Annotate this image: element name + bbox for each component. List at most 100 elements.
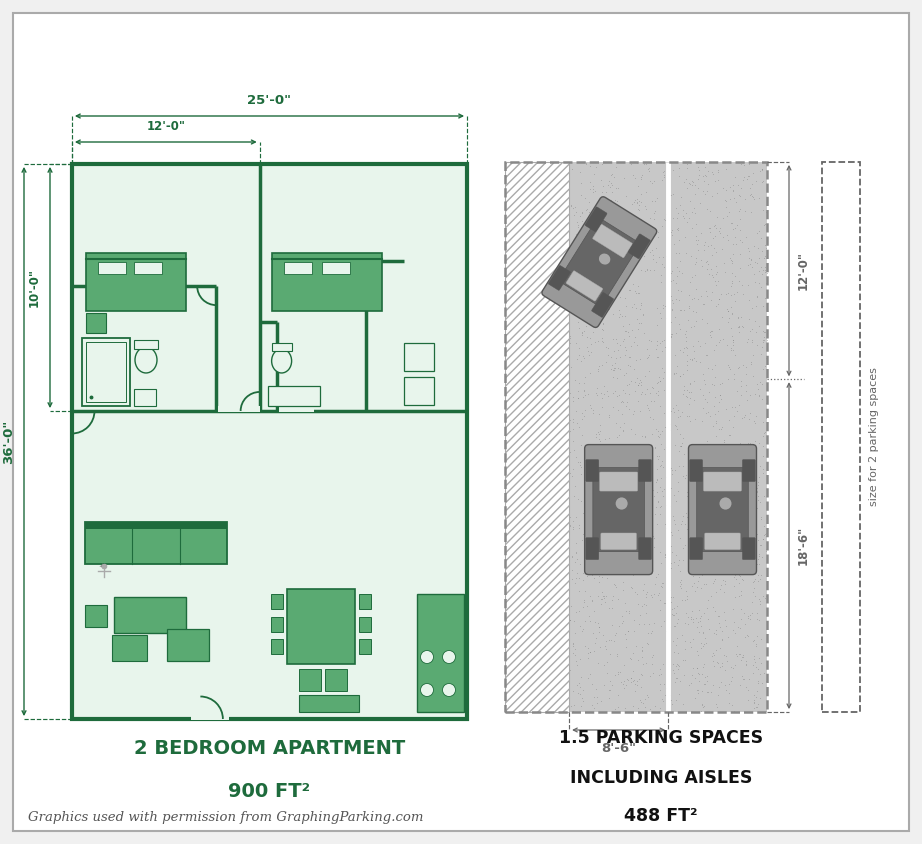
Point [676, 468, 691, 482]
Point [504, 427, 519, 441]
Point [535, 555, 550, 568]
Point [741, 673, 756, 686]
Point [600, 389, 615, 403]
Point [683, 464, 698, 478]
Point [650, 472, 665, 485]
Point [617, 333, 632, 346]
Point [696, 577, 711, 591]
Point [697, 486, 712, 500]
Point [747, 446, 762, 459]
Point [541, 624, 556, 637]
Point [738, 204, 752, 218]
Bar [272, 343, 291, 351]
Point [540, 398, 555, 411]
Point [572, 420, 586, 434]
Point [701, 440, 715, 453]
Point [710, 553, 725, 566]
Point [723, 466, 738, 479]
Point [665, 265, 680, 279]
Point [600, 476, 615, 490]
Bar [417, 594, 464, 712]
Point [590, 381, 605, 395]
Point [695, 312, 710, 326]
Point [752, 668, 767, 681]
Point [757, 360, 772, 373]
Point [532, 468, 547, 482]
Point [510, 488, 525, 501]
Point [705, 678, 720, 691]
Point [534, 328, 549, 342]
Point [603, 176, 618, 190]
Point [726, 237, 740, 251]
Point [750, 501, 764, 515]
Point [616, 678, 631, 691]
Point [539, 371, 554, 385]
Point [619, 604, 633, 618]
Point [667, 667, 681, 680]
Point [502, 288, 517, 301]
FancyBboxPatch shape [639, 538, 652, 560]
Point [644, 380, 659, 393]
Point [570, 552, 585, 565]
Point [756, 325, 771, 338]
Point [706, 167, 721, 181]
Point [751, 241, 765, 255]
Point [736, 650, 751, 663]
Point [731, 311, 746, 324]
Point [662, 647, 677, 660]
Point [709, 429, 724, 442]
Point [587, 571, 602, 585]
Point [506, 436, 521, 449]
Point [537, 409, 551, 423]
Point [576, 349, 591, 363]
Point [680, 390, 694, 403]
Point [532, 279, 547, 292]
Point [649, 475, 664, 489]
Bar [404, 343, 433, 371]
Bar [267, 386, 320, 406]
Point [563, 300, 578, 314]
Point [550, 534, 565, 548]
Point [583, 274, 597, 288]
Point [616, 261, 631, 274]
Point [582, 294, 597, 307]
Point [553, 508, 568, 522]
Point [565, 469, 580, 483]
Point [643, 174, 657, 187]
Point [643, 452, 657, 466]
Point [611, 254, 626, 268]
Point [588, 276, 603, 289]
Point [632, 672, 646, 685]
Point [574, 227, 589, 241]
Point [563, 599, 578, 613]
Point [618, 349, 632, 362]
Point [518, 344, 533, 358]
Point [676, 431, 691, 445]
Point [540, 426, 555, 440]
Point [610, 592, 625, 605]
Point [745, 301, 760, 315]
Point [693, 289, 708, 302]
Point [540, 406, 555, 419]
Point [633, 298, 648, 311]
Point [642, 165, 656, 178]
Point [726, 223, 740, 236]
Point [610, 668, 625, 681]
Point [561, 215, 576, 229]
Point [638, 429, 653, 442]
Point [689, 354, 703, 368]
Point [661, 285, 676, 299]
Point [668, 694, 683, 707]
Point [756, 415, 771, 429]
Point [701, 685, 715, 699]
Point [701, 361, 715, 375]
Point [643, 511, 657, 524]
Point [746, 515, 761, 528]
Point [727, 467, 742, 480]
Point [561, 205, 575, 219]
Bar [325, 669, 347, 691]
Point [646, 381, 661, 395]
Point [692, 571, 706, 584]
Point [518, 263, 533, 277]
Point [588, 479, 603, 493]
